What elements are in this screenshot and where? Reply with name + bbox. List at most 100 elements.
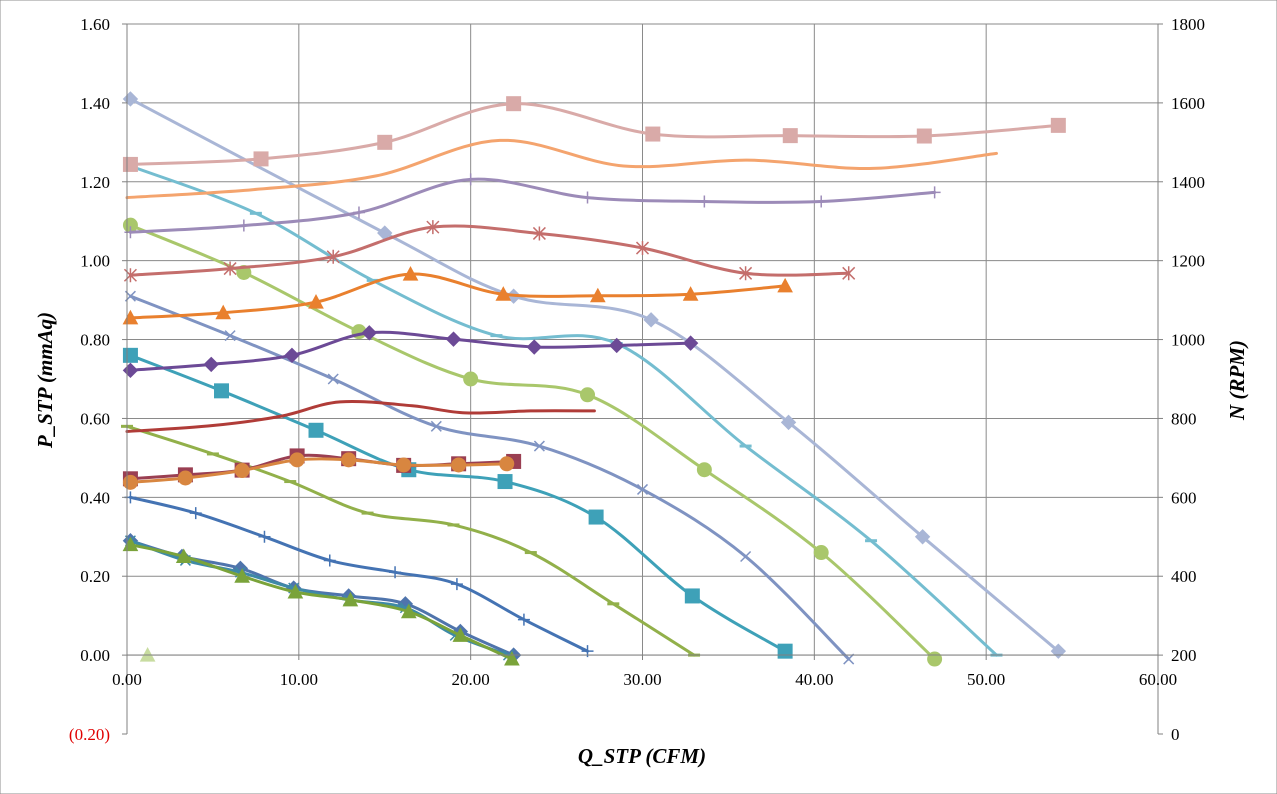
data-point (843, 653, 855, 665)
data-point (497, 474, 513, 490)
data-point (308, 294, 324, 309)
y-tick-label: 0.20 (80, 567, 110, 586)
data-point (327, 373, 339, 385)
data-point (588, 509, 604, 525)
data-point (253, 151, 269, 167)
data-point (203, 356, 219, 373)
x-tick-label: 30.00 (623, 670, 661, 689)
series-7 (124, 491, 594, 658)
y-axis-title: P_STP (mmAq) (33, 312, 57, 449)
series-10 (122, 536, 520, 666)
data-point (928, 186, 941, 199)
x-axis-title: Q_STP (CFM) (578, 744, 706, 768)
y2-tick-label: 200 (1171, 646, 1197, 665)
data-point (740, 550, 752, 563)
data-point (175, 548, 192, 563)
series-12 (122, 96, 1066, 172)
x-tick-label: 40.00 (795, 670, 833, 689)
data-point (122, 347, 138, 363)
y2-tick-label: 600 (1171, 488, 1197, 507)
y-tick-label: 0.60 (80, 409, 110, 428)
data-point (927, 651, 943, 667)
data-point (495, 286, 512, 301)
data-point (684, 588, 700, 604)
data-point (289, 452, 305, 468)
data-point (234, 463, 250, 479)
series-line (125, 138, 998, 200)
data-point (342, 591, 359, 607)
series-line (125, 424, 696, 657)
data-point (739, 266, 753, 281)
series-1 (122, 91, 1067, 659)
x-tick-label: 10.00 (280, 670, 318, 689)
data-point (308, 422, 324, 438)
y-tick-label: 1.00 (80, 252, 110, 271)
data-point (189, 507, 202, 520)
data-point (122, 156, 138, 172)
data-point (258, 530, 271, 543)
data-point (402, 266, 419, 281)
data-point (287, 583, 304, 599)
data-point (1050, 117, 1066, 133)
data-point (377, 134, 393, 150)
data-point (777, 277, 793, 293)
data-point (813, 545, 829, 561)
data-point (645, 126, 661, 142)
y2-tick-label: 800 (1171, 409, 1197, 428)
y2-tick-label: 400 (1171, 567, 1197, 586)
series-line (128, 177, 937, 234)
data-point (589, 287, 606, 303)
data-point (696, 462, 712, 478)
data-point (215, 304, 232, 320)
data-point (389, 566, 402, 579)
series-line (128, 102, 1060, 166)
data-point (499, 456, 515, 472)
data-point (914, 529, 931, 545)
data-point (284, 347, 300, 364)
data-point (122, 474, 138, 490)
data-point (361, 325, 377, 341)
axes: (0.20) 0.00 0.20 0.40 0.60 0.80 1.00 1.20 1.40 1.… (69, 15, 1205, 744)
data-point (464, 173, 477, 186)
data-point (698, 195, 711, 208)
data-point (323, 554, 336, 567)
y2-tick-label: 1800 (1171, 15, 1205, 34)
data-point (777, 643, 793, 659)
x-tick-label: 60.00 (1139, 670, 1177, 689)
data-point (635, 241, 650, 256)
series-line (125, 399, 596, 433)
y2-tick-label: 1200 (1171, 252, 1205, 271)
data-point (234, 568, 250, 583)
data-point (451, 457, 467, 473)
data-point (815, 195, 828, 208)
data-point (517, 613, 530, 626)
data-point (506, 96, 522, 112)
data-point (326, 249, 340, 264)
data-point (223, 261, 237, 276)
data-point (341, 452, 357, 468)
data-point (780, 414, 797, 431)
data-point (682, 286, 699, 301)
data-point (426, 220, 440, 235)
series-line (128, 272, 787, 320)
series-15 (123, 220, 856, 283)
data-point (842, 266, 856, 281)
data-point (224, 330, 236, 342)
data-point (533, 440, 545, 452)
data-point (396, 457, 412, 473)
data-point (123, 268, 137, 283)
series-18 (125, 399, 596, 433)
data-point (682, 335, 699, 351)
data-point (643, 312, 659, 328)
data-point (636, 483, 649, 495)
data-point (532, 226, 546, 241)
series-14 (124, 173, 941, 239)
series-line (128, 495, 589, 653)
y2-tick-label: 1400 (1171, 173, 1205, 192)
x-tick-label: 0.00 (112, 670, 142, 689)
data-point (400, 603, 417, 619)
y-tick-label: 1.20 (80, 173, 110, 192)
y2-tick-label: 0 (1171, 725, 1180, 744)
data-point (237, 219, 250, 232)
